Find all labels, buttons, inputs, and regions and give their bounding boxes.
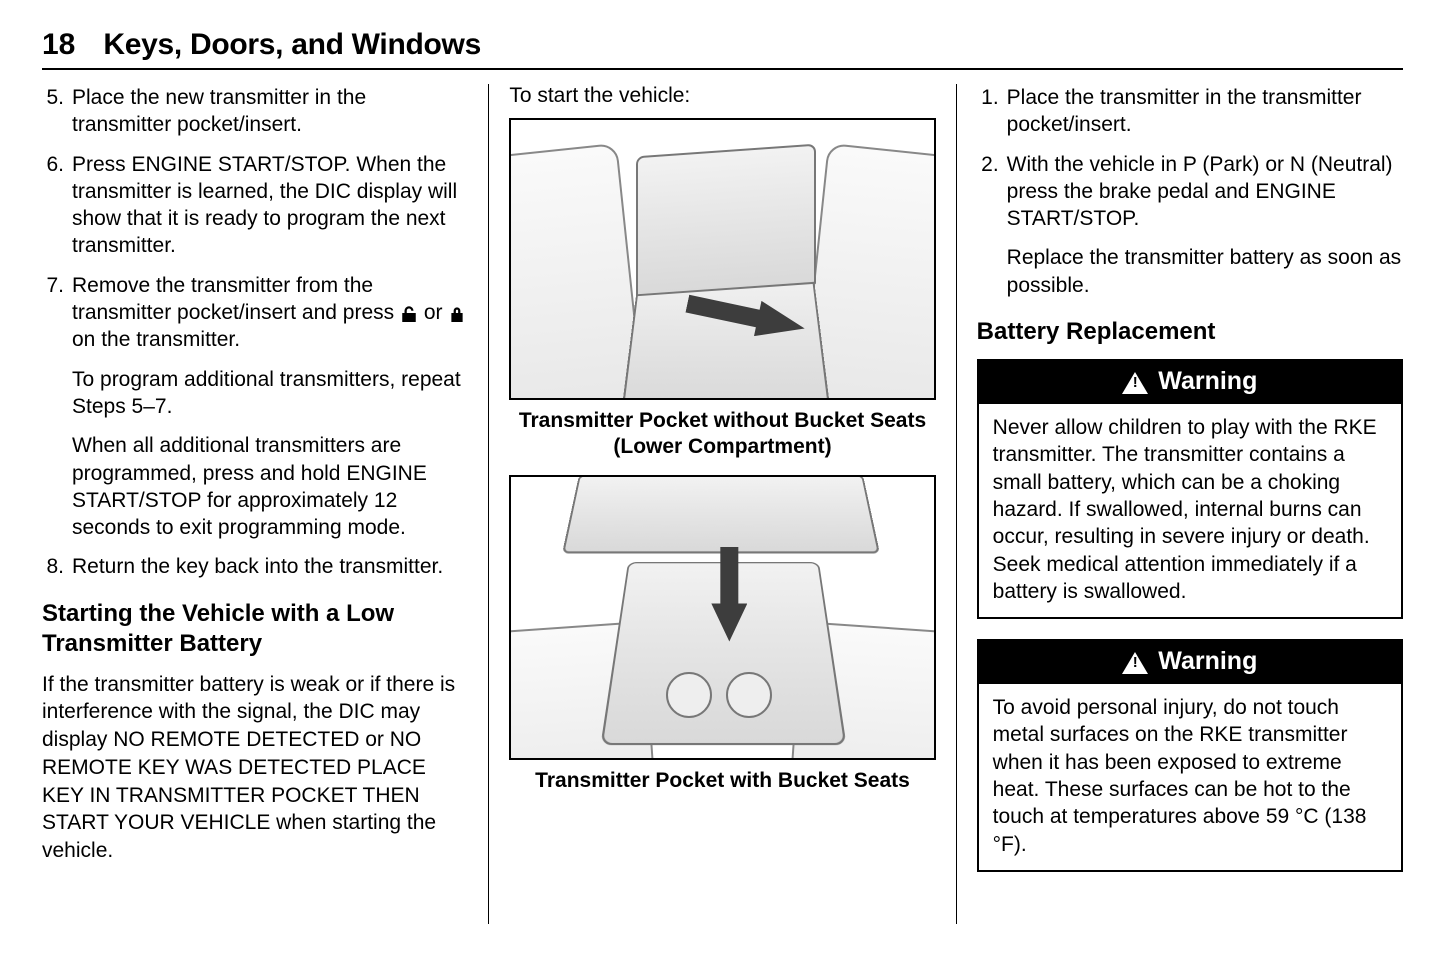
low-battery-paragraph: If the transmitter battery is weak or if… — [42, 671, 468, 865]
warning-box-2: Warning To avoid personal injury, do not… — [977, 639, 1403, 872]
unlock-icon-path — [402, 306, 416, 322]
column-3: 1. Place the transmitter in the transmit… — [956, 84, 1403, 924]
step-number: 2. — [977, 151, 999, 299]
step-7-para-2: When all additional transmitters are pro… — [72, 432, 468, 541]
step-5: 5. Place the new transmitter in the tran… — [42, 84, 468, 139]
subheading-battery-replacement: Battery Replacement — [977, 317, 1403, 347]
step-body: Return the key back into the transmitter… — [72, 553, 468, 580]
lock-icon-path — [452, 307, 463, 322]
step-body: Place the new transmitter in the transmi… — [72, 84, 468, 139]
step-7-text-mid: or — [424, 301, 449, 324]
figure-1-caption-line2: (Lower Compartment) — [613, 435, 831, 458]
start-vehicle-steps: 1. Place the transmitter in the transmit… — [977, 84, 1403, 311]
figure-1-image — [509, 118, 935, 400]
subheading-low-battery: Starting the Vehicle with a Low Transmit… — [42, 599, 468, 659]
step-number: 8. — [42, 553, 64, 580]
start-step-2: 2. With the vehicle in P (Park) or N (Ne… — [977, 151, 1403, 299]
warning-1-body: Never allow children to play with the RK… — [979, 404, 1401, 617]
start-step-1: 1. Place the transmitter in the transmit… — [977, 84, 1403, 139]
step-body: Remove the transmitter from the transmit… — [72, 272, 468, 542]
step-7-text-pre: Remove the transmitter from the transmit… — [72, 274, 400, 324]
step-6: 6. Press ENGINE START/STOP. When the tra… — [42, 151, 468, 260]
section-title: Keys, Doors, and Windows — [103, 28, 481, 62]
step-body: With the vehicle in P (Park) or N (Neutr… — [1007, 151, 1403, 299]
figure-1: Transmitter Pocket without Bucket Seats … — [509, 118, 935, 461]
step-7: 7. Remove the transmitter from the trans… — [42, 272, 468, 542]
step-number: 5. — [42, 84, 64, 139]
step-number: 1. — [977, 84, 999, 139]
content-columns: 5. Place the new transmitter in the tran… — [42, 84, 1403, 924]
warning-2-label: Warning — [1158, 647, 1257, 676]
column-2: To start the vehicle: Transmitter Pocket… — [488, 84, 955, 924]
unlock-icon — [400, 304, 418, 322]
step-7-text-post: on the transmitter. — [72, 328, 240, 351]
warning-1-header: Warning — [979, 361, 1401, 404]
procedure-steps: 5. Place the new transmitter in the tran… — [42, 84, 468, 593]
figure-1-caption: Transmitter Pocket without Bucket Seats … — [509, 408, 935, 461]
start-step-2-text: With the vehicle in P (Park) or N (Neutr… — [1007, 153, 1393, 231]
warning-triangle-icon — [1122, 650, 1148, 674]
figure-2: Transmitter Pocket with Bucket Seats — [509, 475, 935, 794]
manual-page: 18 Keys, Doors, and Windows 5. Place the… — [0, 0, 1445, 965]
warning-box-1: Warning Never allow children to play wit… — [977, 359, 1403, 619]
start-step-2-para: Replace the transmitter battery as soon … — [1007, 244, 1403, 299]
step-7-para-1: To program additional transmitters, repe… — [72, 366, 468, 421]
step-8: 8. Return the key back into the transmit… — [42, 553, 468, 580]
warning-2-body: To avoid personal injury, do not touch m… — [979, 684, 1401, 870]
page-header: 18 Keys, Doors, and Windows — [42, 28, 1403, 70]
step-number: 7. — [42, 272, 64, 542]
figure-1-caption-line1: Transmitter Pocket without Bucket Seats — [519, 409, 926, 432]
lead-text: To start the vehicle: — [509, 84, 935, 108]
step-number: 6. — [42, 151, 64, 260]
figure-2-caption: Transmitter Pocket with Bucket Seats — [509, 768, 935, 794]
page-number: 18 — [42, 28, 75, 62]
warning-2-header: Warning — [979, 641, 1401, 684]
column-1: 5. Place the new transmitter in the tran… — [42, 84, 488, 924]
warning-1-label: Warning — [1158, 367, 1257, 396]
figure-2-image — [509, 475, 935, 760]
lock-icon — [448, 304, 466, 322]
step-body: Press ENGINE START/STOP. When the transm… — [72, 151, 468, 260]
warning-triangle-icon — [1122, 370, 1148, 394]
step-body: Place the transmitter in the transmitter… — [1007, 84, 1403, 139]
